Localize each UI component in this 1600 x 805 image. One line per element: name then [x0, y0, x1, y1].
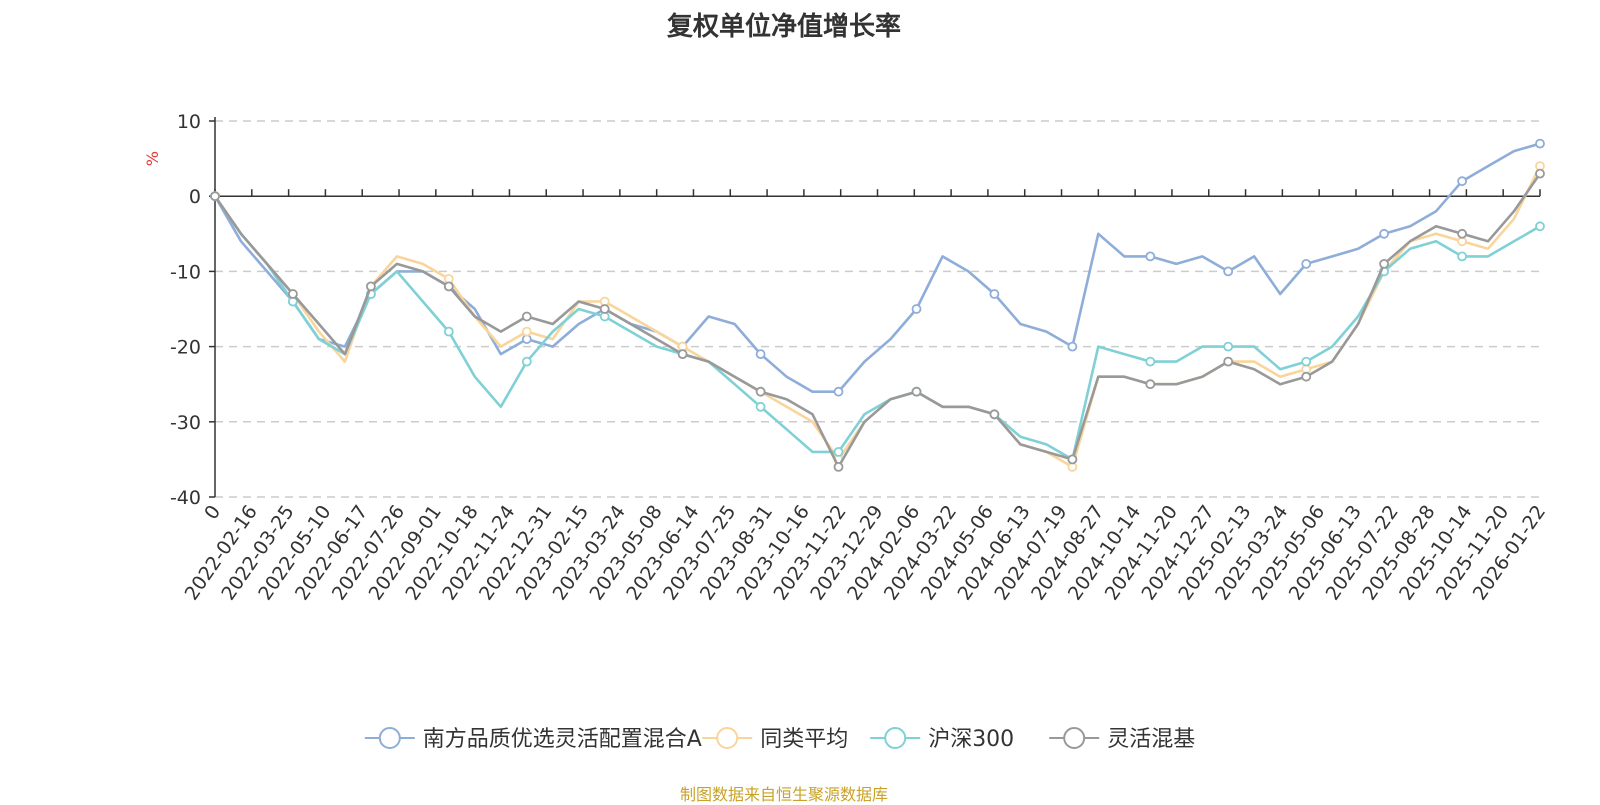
y-tick-label-3: -20: [170, 337, 201, 359]
legend-item-2[interactable]: 沪深300: [870, 727, 1014, 752]
data-point-3-12[interactable]: [521, 311, 532, 322]
y-tick-label-2: -10: [170, 261, 201, 283]
data-point-3-33[interactable]: [1067, 454, 1078, 465]
data-point-2-36[interactable]: [1145, 356, 1156, 367]
data-point-0-48[interactable]: [1457, 176, 1467, 187]
data-point-0-21[interactable]: [755, 349, 766, 360]
data-point-3-36[interactable]: [1145, 379, 1156, 390]
legend-item-1[interactable]: 同类平均: [702, 727, 848, 752]
series-line-2: [213, 195, 1541, 461]
data-point-0-36[interactable]: [1145, 251, 1156, 262]
y-axis-label: %: [143, 151, 162, 166]
data-point-3-0[interactable]: [210, 191, 220, 202]
data-point-0-39[interactable]: [1223, 266, 1234, 277]
data-point-0-30[interactable]: [989, 289, 1000, 299]
data-point-2-39[interactable]: [1223, 341, 1234, 352]
data-point-2-12[interactable]: [521, 356, 532, 367]
data-point-3-18[interactable]: [677, 349, 688, 360]
data-point-2-24[interactable]: [833, 446, 844, 457]
grid-layer: [215, 120, 1540, 498]
data-point-0-27[interactable]: [911, 304, 922, 314]
source-note: 制图数据来自恒生聚源数据库: [679, 785, 888, 804]
data-point-3-21[interactable]: [755, 386, 766, 397]
data-point-3-9[interactable]: [443, 281, 454, 292]
data-point-2-48[interactable]: [1457, 251, 1467, 262]
data-point-3-24[interactable]: [833, 461, 844, 472]
legend-label-0: 南方品质优选灵活配置混合A: [423, 727, 702, 752]
legend-item-0[interactable]: 南方品质优选灵活配置混合A: [364, 727, 702, 752]
data-point-0-33[interactable]: [1067, 341, 1078, 352]
legend-marker-1: [716, 727, 739, 749]
data-point-2-9[interactable]: [443, 326, 454, 337]
data-point-3-30[interactable]: [989, 409, 1000, 420]
chart-title: 复权单位净值增长率: [666, 12, 901, 42]
legend[interactable]: 南方品质优选灵活配置混合A 同类平均 沪深300 灵活混基: [364, 727, 1195, 752]
data-point-1-12[interactable]: [521, 326, 532, 337]
data-point-3-51[interactable]: [1535, 168, 1545, 179]
data-point-0-42[interactable]: [1301, 258, 1312, 269]
legend-label-1: 同类平均: [760, 727, 848, 752]
legend-marker-0: [378, 727, 401, 749]
y-tick-label-4: -30: [170, 412, 201, 434]
data-point-2-21[interactable]: [755, 401, 766, 412]
y-tick-label-1: 0: [189, 186, 201, 208]
series-layer: [210, 138, 1545, 472]
axis-layer: 100-10-20-30-40%02022-02-162022-03-25202…: [143, 111, 1550, 604]
data-point-2-42[interactable]: [1301, 356, 1312, 367]
y-tick-label-0: 10: [177, 111, 201, 133]
data-point-3-15[interactable]: [599, 304, 610, 314]
data-point-0-24[interactable]: [833, 386, 844, 397]
series-line-3: [213, 172, 1542, 469]
data-point-0-45[interactable]: [1379, 228, 1389, 239]
data-point-3-45[interactable]: [1379, 258, 1389, 269]
legend-label-3: 灵活混基: [1107, 727, 1195, 752]
data-point-3-27[interactable]: [911, 386, 922, 397]
data-point-3-39[interactable]: [1223, 356, 1234, 367]
data-point-2-51[interactable]: [1535, 221, 1545, 232]
y-tick-label-5: -40: [170, 487, 201, 509]
data-point-3-48[interactable]: [1457, 228, 1467, 239]
x-tick-label-0: 0: [200, 501, 225, 524]
data-point-0-51[interactable]: [1535, 138, 1545, 149]
legend-marker-3: [1063, 727, 1086, 749]
legend-item-3[interactable]: 灵活混基: [1049, 727, 1195, 752]
legend-label-2: 沪深300: [928, 727, 1014, 752]
legend-marker-2: [884, 727, 907, 749]
data-point-3-6[interactable]: [365, 281, 376, 292]
data-point-3-3[interactable]: [287, 289, 298, 299]
data-point-3-42[interactable]: [1301, 371, 1312, 382]
